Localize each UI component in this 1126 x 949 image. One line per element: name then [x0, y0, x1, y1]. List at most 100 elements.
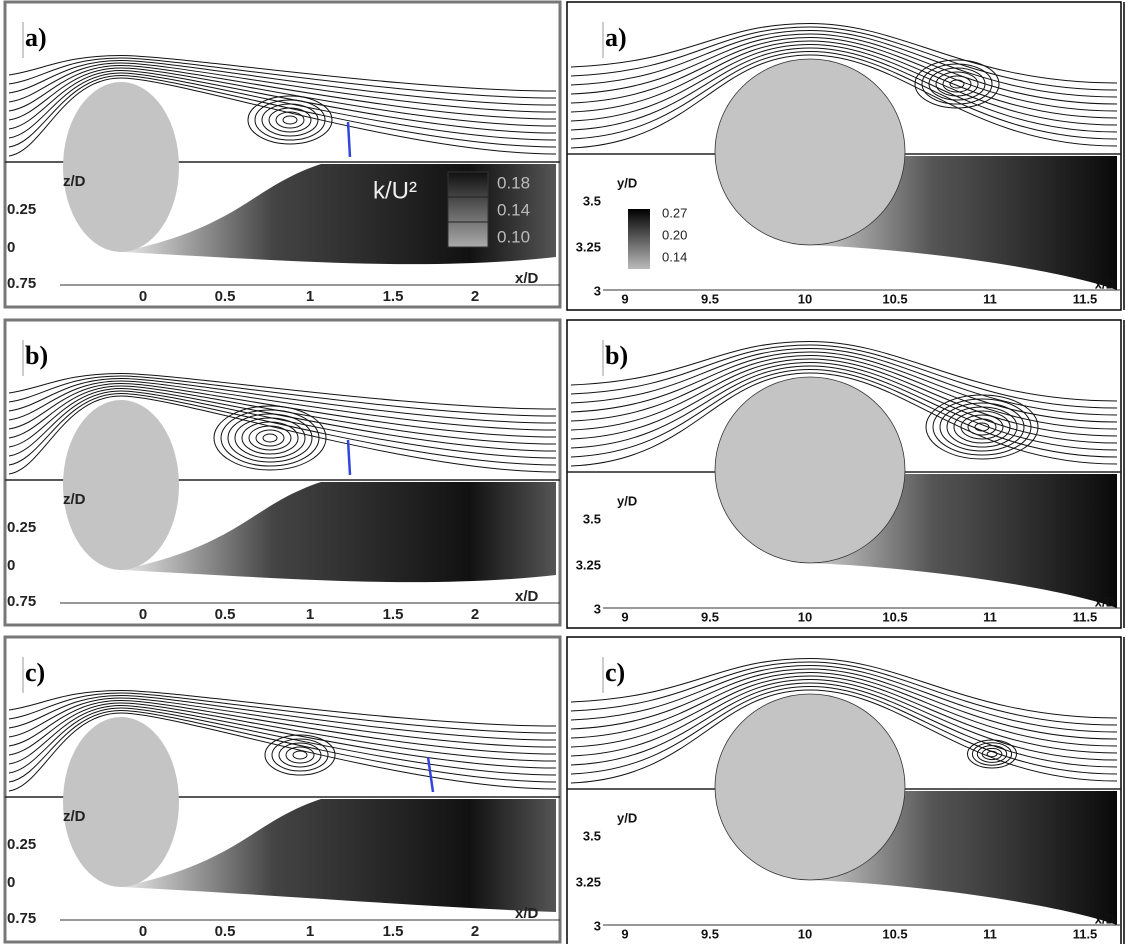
y-tick-label: 3 — [594, 601, 601, 616]
y-tick-label: 0.25 — [7, 519, 36, 536]
streamline — [570, 354, 1118, 430]
vortex-line — [932, 398, 1032, 456]
wake-field — [121, 164, 556, 265]
legend-level: 0.14 — [662, 249, 687, 264]
streamline — [570, 340, 1118, 402]
streamline — [570, 675, 1118, 754]
x-tick-label: 11 — [983, 926, 997, 941]
streamline — [8, 69, 557, 134]
vortex-line — [278, 742, 322, 768]
streamline — [570, 372, 1118, 467]
x-tick-label: 9 — [621, 926, 628, 941]
panel-label: b) — [605, 341, 628, 370]
x-tick-label: 1.5 — [383, 288, 404, 305]
wake-field — [810, 474, 1117, 608]
x-axis-label: x/D — [515, 270, 539, 287]
vortex-line — [262, 433, 278, 443]
legend-level: 0.27 — [662, 205, 687, 220]
streamline — [570, 54, 1118, 149]
panel-label: c) — [25, 658, 45, 687]
y-tick-label: 3 — [594, 283, 601, 298]
x-tick-label: 10 — [798, 291, 812, 306]
streamline — [570, 47, 1118, 133]
velocity-arrow — [426, 756, 435, 793]
cylinder — [714, 693, 906, 881]
cylinder — [63, 717, 179, 887]
vortex-line — [275, 111, 305, 129]
legend-level: 0.18 — [497, 173, 530, 192]
streamline — [570, 689, 1118, 784]
streamline — [8, 704, 557, 769]
cylinder — [714, 376, 906, 564]
vortex-line — [971, 742, 1013, 766]
streamline — [8, 77, 557, 157]
vortex-line — [282, 115, 298, 125]
vortex-line — [939, 402, 1025, 452]
vortex-line — [949, 79, 965, 89]
wake-field — [810, 791, 1117, 925]
legend-level: 0.10 — [497, 227, 530, 246]
y-axis-label: z/D — [63, 173, 86, 190]
vortex-line — [953, 410, 1011, 444]
y-tick-label: 3.25 — [576, 557, 601, 572]
streamlines — [8, 372, 557, 475]
vortex-line — [261, 103, 319, 137]
streamline — [570, 344, 1118, 409]
x-tick-label: 10.5 — [882, 926, 907, 941]
vortex-line — [248, 425, 292, 451]
vortex-line — [285, 746, 315, 764]
streamline — [8, 385, 557, 445]
vortex-line — [254, 99, 326, 141]
panel: b) y/D x/D 3.5 3.25 3 9 9.5 10 10.5 11 11.5 — [566, 319, 1125, 629]
panel-label: b) — [25, 341, 48, 370]
y-axis-label: y/D — [617, 493, 637, 508]
x-tick-label: 9 — [621, 609, 628, 624]
streamline — [8, 372, 557, 410]
x-tick-label: 10 — [798, 926, 812, 941]
wake-field — [810, 156, 1117, 290]
x-tick-label: 11.5 — [1073, 926, 1098, 941]
streamline — [570, 358, 1118, 437]
vortex-line — [264, 734, 336, 776]
vortex-line — [234, 417, 306, 459]
streamline — [8, 57, 557, 99]
y-tick-label: 0 — [7, 557, 15, 574]
x-tick-label: 10.5 — [882, 291, 907, 306]
streamline — [8, 387, 557, 452]
panel: c) y/D x/D 3.5 3.25 3 9 9.5 10 10.5 11 11.5 — [566, 636, 1125, 946]
streamline — [570, 36, 1118, 112]
vortex-line — [268, 107, 312, 133]
vortex-line — [292, 750, 308, 760]
vortex-line — [974, 422, 990, 432]
vortex-line — [960, 414, 1004, 440]
y-tick-label: 0.25 — [7, 836, 36, 853]
vortex-line — [942, 75, 972, 93]
streamline — [8, 709, 557, 783]
x-tick-label: 10 — [798, 609, 812, 624]
streamlines — [570, 340, 1118, 467]
streamline — [8, 72, 557, 141]
vortex-line — [967, 418, 997, 436]
vortex-line — [220, 409, 320, 467]
x-tick-label: 9.5 — [701, 609, 719, 624]
x-axis-label: x/D — [515, 588, 539, 605]
streamline — [8, 392, 557, 466]
cylinder — [63, 400, 179, 570]
x-tick-label: 2 — [471, 606, 479, 623]
streamline — [570, 361, 1118, 444]
streamline — [8, 64, 557, 120]
wake-field — [121, 482, 556, 583]
streamline — [570, 661, 1118, 726]
x-tick-label: 0.5 — [215, 606, 236, 623]
streamline — [8, 59, 557, 106]
y-axis-label: y/D — [617, 810, 637, 825]
x-tick-label: 11.5 — [1073, 609, 1098, 624]
panel: c) z/D x/D 0.25 0 0.75 0 0.5 1 1.5 2 — [3, 635, 562, 944]
streamline — [8, 54, 557, 92]
x-tick-label: 9 — [621, 291, 628, 306]
legend-bar — [628, 209, 650, 269]
x-axis-label: x/D — [1095, 911, 1115, 926]
streamline — [8, 377, 557, 424]
vortex-line — [914, 59, 1000, 109]
streamline — [8, 62, 557, 113]
